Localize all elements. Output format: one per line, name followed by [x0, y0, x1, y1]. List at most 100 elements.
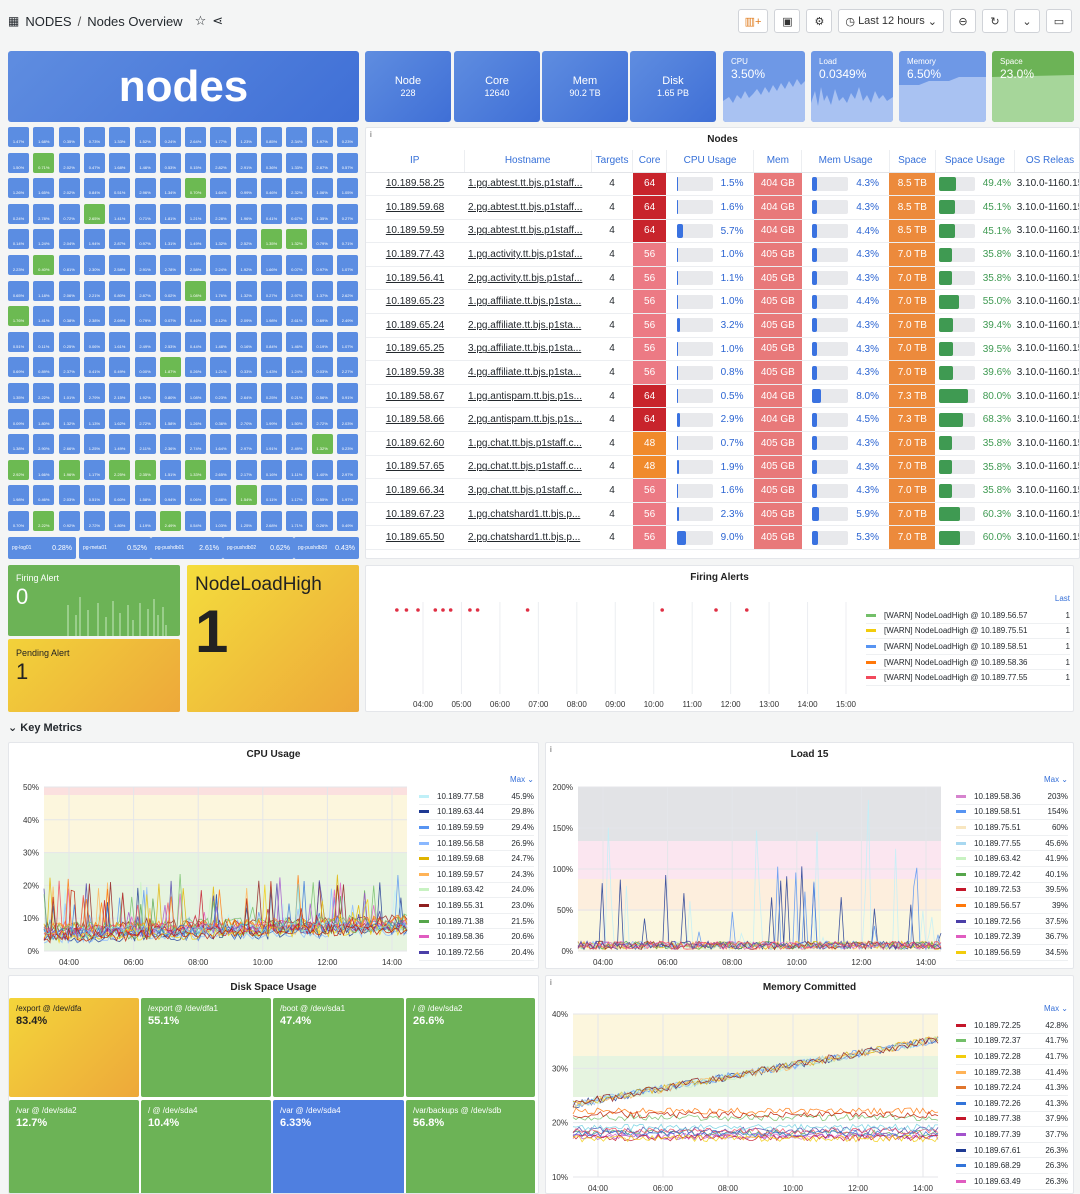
node-cell[interactable]: 0.69% — [311, 306, 333, 327]
node-cell[interactable]: 2.35% — [134, 459, 156, 480]
table-row[interactable]: 10.189.56.41 2.pg.activity.tt.bjs.p1staf.… — [366, 266, 1079, 291]
legend-item[interactable]: 10.189.77.55 45.6% — [956, 836, 1068, 852]
node-cell[interactable]: 1.32% — [311, 434, 333, 455]
node-cell[interactable]: 2.53% — [159, 331, 181, 352]
legend-item[interactable]: 10.189.56.59 34.5% — [956, 945, 1068, 961]
node-cell[interactable]: 1.64% — [210, 434, 232, 455]
node-cell[interactable]: 2.04% — [58, 229, 80, 250]
series-line[interactable] — [572, 1133, 939, 1142]
node-cell[interactable]: 0.71% — [336, 229, 358, 250]
series-line[interactable] — [572, 1035, 939, 1109]
ip-link[interactable]: 10.189.67.23 — [366, 502, 465, 527]
node-cell[interactable]: 1.66% — [261, 255, 282, 275]
node-cell[interactable]: 2.49% — [134, 331, 156, 352]
node-cell[interactable]: 2.97% — [336, 459, 358, 480]
node-cell[interactable]: 1.25% — [235, 511, 257, 531]
column-header[interactable]: Space Usage — [935, 150, 1016, 173]
legend-item[interactable]: 10.189.75.51 60% — [956, 820, 1068, 836]
node-cell[interactable]: 2.38% — [83, 306, 105, 327]
legend-sort-header[interactable]: Max ⌄ — [509, 775, 534, 784]
node-cell[interactable]: 1.96% — [235, 203, 257, 224]
legend-item[interactable]: 10.189.72.56 37.5% — [956, 914, 1068, 930]
hostname-link[interactable]: 1.pg.activity.tt.bjs.p1staf... — [464, 242, 592, 267]
legend-item[interactable]: [WARN] NodeLoadHigh @ 10.189.75.51 1 — [866, 624, 1070, 640]
node-cell[interactable]: 1.61% — [109, 331, 131, 352]
node-cell[interactable]: 1.11% — [286, 459, 308, 480]
node-cell[interactable]: 1.91% — [261, 434, 282, 455]
node-cell[interactable]: 0.91% — [336, 383, 358, 403]
series-line[interactable] — [572, 1107, 939, 1116]
node-cell[interactable]: 1.32% — [210, 229, 232, 250]
node-cell[interactable]: 0.40% — [33, 255, 55, 275]
node-cell[interactable]: 1.49% — [109, 434, 131, 455]
legend-item[interactable]: 10.189.63.49 26.3% — [956, 1174, 1068, 1190]
hostname-link[interactable]: 3.pg.affiliate.tt.bjs.p1sta... — [464, 337, 592, 362]
column-header[interactable]: OS Releas — [1014, 150, 1079, 173]
node-cell[interactable]: 1.97% — [311, 127, 333, 147]
alert-point[interactable] — [660, 608, 664, 612]
node-cell[interactable]: 1.34% — [159, 178, 181, 199]
node-cell[interactable]: 1.99% — [261, 408, 282, 429]
legend-sort-header[interactable]: Max ⌄ — [1043, 775, 1068, 784]
node-cell[interactable]: 0.16% — [261, 459, 282, 480]
alert-point[interactable] — [433, 608, 438, 612]
disk-tile[interactable]: /export @ /dev/dfa1 55.1% — [141, 998, 271, 1097]
hostname-link[interactable]: 1.pg.chat.tt.bjs.p1staff.c... — [464, 431, 592, 456]
node-cell[interactable]: 2.74% — [185, 434, 207, 455]
node-cell[interactable]: 2.02% — [58, 178, 80, 199]
node-cell[interactable]: 0.56% — [311, 383, 333, 403]
table-row[interactable]: 10.189.65.50 2.pg.chatshard1.tt.bjs.p... 4… — [366, 525, 1079, 550]
node-cell[interactable]: 0.70% — [185, 178, 207, 199]
series-line[interactable] — [43, 884, 408, 944]
info-icon[interactable]: i — [550, 745, 552, 754]
node-cell[interactable]: 1.76% — [8, 306, 29, 327]
node-cell[interactable]: 0.26% — [185, 357, 207, 378]
node-cell[interactable]: 2.91% — [134, 255, 156, 275]
node-cell[interactable]: 1.62% — [109, 408, 131, 429]
node-cell[interactable]: 1.47% — [8, 127, 29, 147]
legend-item[interactable]: 10.189.59.68 24.7% — [419, 851, 534, 867]
hostname-link[interactable]: 1.pg.antispam.tt.bjs.p1s... — [464, 384, 592, 409]
node-cell[interactable]: 1.97% — [336, 485, 358, 506]
table-row[interactable]: 10.189.58.67 1.pg.antispam.tt.bjs.p1s... 4… — [366, 384, 1079, 409]
key-metrics-row[interactable]: ⌄ Key Metrics — [8, 721, 82, 734]
disk-tile[interactable]: /var/backups @ /dev/sdb 56.8% — [406, 1100, 535, 1193]
node-cell[interactable]: 1.35% — [8, 383, 29, 403]
node-cell[interactable]: 1.03% — [210, 511, 232, 531]
node-stat[interactable]: Node 228 — [365, 51, 451, 122]
node-cell[interactable]: 0.53% — [159, 152, 181, 173]
table-row[interactable]: 10.189.59.59 3.pg.abtest.tt.bjs.p1staff..… — [366, 219, 1079, 244]
column-header[interactable]: Space — [889, 150, 936, 173]
ip-link[interactable]: 10.189.65.50 — [366, 525, 465, 550]
legend-item[interactable]: [WARN] NodeLoadHigh @ 10.189.77.55 1 — [866, 670, 1070, 686]
cpu-spark[interactable]: CPU 3.50% — [723, 51, 805, 122]
node-cell[interactable]: 2.65% — [83, 203, 105, 224]
node-cell-summary[interactable]: pg-pushdb03 0.43% — [294, 537, 359, 559]
hostname-link[interactable]: 2.pg.affiliate.tt.bjs.p1sta... — [464, 313, 592, 338]
node-cell[interactable]: 2.09% — [235, 306, 257, 327]
legend-item[interactable]: 10.189.59.57 24.3% — [419, 867, 534, 883]
disk-tile[interactable]: / @ /dev/sda2 26.6% — [406, 998, 535, 1097]
node-cell[interactable]: 2.72% — [83, 511, 105, 531]
node-cell[interactable]: 0.51% — [8, 331, 29, 352]
column-header[interactable]: Core — [632, 150, 667, 173]
series-line[interactable] — [577, 940, 942, 951]
node-cell-summary[interactable]: pg-pushdb01 2.61% — [151, 537, 223, 559]
node-cell[interactable]: 1.07% — [336, 331, 358, 352]
node-cell[interactable]: 1.38% — [8, 434, 29, 455]
node-cell[interactable]: 1.46% — [286, 331, 308, 352]
node-cell[interactable]: 1.13% — [83, 408, 105, 429]
hostname-link[interactable]: 1.pg.affiliate.tt.bjs.p1sta... — [464, 289, 592, 315]
node-cell[interactable]: 1.26% — [8, 178, 29, 199]
legend-item[interactable]: 10.189.72.56 20.4% — [419, 945, 534, 961]
node-cell[interactable]: 1.21% — [210, 357, 232, 378]
node-cell[interactable]: 1.98% — [261, 306, 282, 327]
disk-tile[interactable]: /var @ /dev/sda4 6.33% — [273, 1100, 404, 1193]
table-row[interactable]: 10.189.65.25 3.pg.affiliate.tt.bjs.p1sta.… — [366, 337, 1079, 362]
legend-item[interactable]: 10.189.68.29 26.3% — [956, 1158, 1068, 1174]
node-cell-summary[interactable]: pg-meta01 0.52% — [79, 537, 151, 559]
node-cell[interactable]: 1.58% — [159, 408, 181, 429]
alert-point[interactable] — [448, 608, 453, 612]
folder-link[interactable]: NODES — [25, 13, 72, 29]
hostname-link[interactable]: 1.pg.chatshard1.tt.bjs.p... — [464, 502, 592, 527]
